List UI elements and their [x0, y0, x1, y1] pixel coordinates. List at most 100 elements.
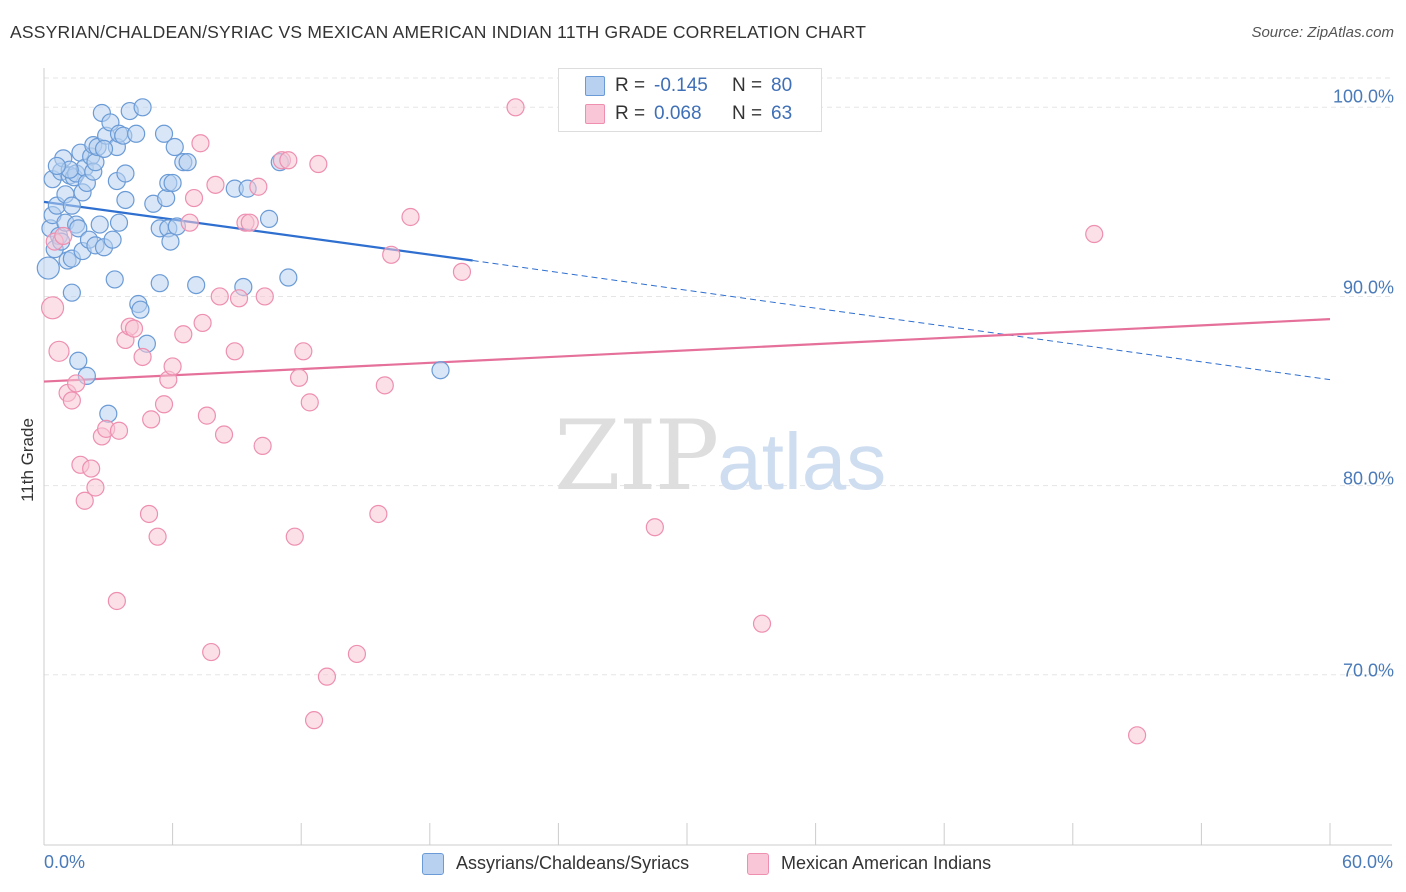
- point-pink-8: [75, 491, 94, 510]
- point-pink-29: [197, 406, 216, 425]
- point-pink-52: [375, 376, 394, 395]
- point-pink-13: [107, 591, 126, 611]
- point-blue-76: [94, 139, 114, 159]
- point-blue-66: [178, 153, 197, 172]
- point-pink-24: [163, 357, 182, 376]
- stats-row-blue: R = -0.145 N = 80: [559, 72, 821, 100]
- point-blue-0: [36, 256, 60, 280]
- point-blue-39: [99, 404, 118, 423]
- point-blue-16: [62, 283, 81, 302]
- trendline-pink: [43, 318, 1331, 383]
- point-blue-35: [90, 215, 109, 234]
- y-axis-label: 11th Grade: [18, 418, 37, 502]
- point-blue-20: [69, 351, 88, 370]
- point-pink-44: [289, 368, 309, 387]
- x-tick-label-max: 60.0%: [1341, 852, 1393, 872]
- point-pink-50: [347, 644, 367, 664]
- point-pink-5: [62, 391, 81, 410]
- point-blue-71: [259, 209, 279, 228]
- legend-label-pink: Mexican American Indians: [781, 853, 992, 873]
- point-pink-30: [202, 642, 221, 662]
- point-pink-59: [752, 614, 772, 633]
- point-pink-35: [229, 289, 249, 308]
- point-pink-43: [285, 527, 304, 546]
- trendline-blue: [43, 200, 473, 262]
- point-pink-25: [174, 325, 193, 344]
- point-pink-31: [206, 175, 225, 194]
- x-tick-label-min: 0.0%: [44, 852, 86, 872]
- y-tick-label-70: 70.0%: [1342, 660, 1394, 681]
- stats-row-pink: R = 0.068 N = 63: [559, 100, 821, 128]
- point-blue-15: [62, 196, 81, 215]
- legend-label-blue: Assyrians/Chaldeans/Syriacs: [456, 853, 690, 873]
- point-pink-54: [401, 207, 420, 227]
- point-pink-32: [210, 287, 229, 306]
- point-pink-62: [191, 134, 210, 153]
- point-blue-67: [187, 275, 206, 295]
- axis-layer: [43, 68, 1392, 846]
- point-pink-10: [86, 478, 105, 497]
- point-pink-9: [82, 459, 101, 478]
- point-pink-14: [109, 421, 129, 440]
- point-blue-53: [133, 98, 152, 117]
- point-pink-60: [1085, 224, 1104, 244]
- point-pink-0: [40, 296, 65, 320]
- point-pink-26: [180, 213, 199, 232]
- point-blue-50: [127, 124, 146, 143]
- y-tick-label-80: 80.0%: [1342, 468, 1394, 489]
- point-blue-45: [109, 213, 129, 232]
- point-blue-74: [431, 361, 450, 380]
- y-tick-label-90: 90.0%: [1342, 277, 1394, 298]
- stats-r-value-pink: 0.068: [654, 103, 702, 124]
- point-pink-17: [124, 319, 144, 338]
- point-blue-78: [47, 156, 66, 176]
- point-blue-59: [154, 124, 174, 143]
- grid-layer: [44, 77, 1392, 676]
- point-pink-47: [304, 711, 324, 730]
- stats-r-value-blue: -0.145: [654, 75, 708, 96]
- point-blue-79: [103, 230, 122, 249]
- point-pink-39: [253, 436, 272, 455]
- stats-r-label-pink: R =: [615, 103, 646, 124]
- stats-swatch-blue: [585, 76, 605, 96]
- point-pink-48: [309, 154, 328, 174]
- point-pink-38: [249, 177, 268, 196]
- stats-r-label-blue: R =: [615, 75, 646, 96]
- point-pink-55: [452, 262, 472, 281]
- legend-swatch-blue: [422, 853, 444, 875]
- point-pink-61: [1127, 726, 1147, 745]
- source-label: Source: ZipAtlas.com: [1251, 24, 1394, 41]
- point-blue-47: [116, 190, 135, 210]
- point-pink-42: [279, 151, 298, 170]
- stats-n-value-pink: 63: [771, 103, 793, 124]
- point-pink-19: [139, 504, 159, 524]
- point-pink-53: [382, 245, 401, 264]
- watermark-zip: ZIP: [554, 400, 719, 512]
- point-pink-46: [300, 393, 319, 412]
- watermark-atlas: atlas: [717, 417, 887, 506]
- point-pink-28: [193, 313, 212, 333]
- trendline-blue-extension: [472, 260, 1331, 381]
- point-pink-18: [133, 347, 152, 367]
- points-layer: [36, 98, 1147, 745]
- stats-swatch-pink: [585, 104, 605, 124]
- stats-n-label-blue: N =: [732, 75, 763, 96]
- point-blue-73: [279, 268, 298, 287]
- point-blue-56: [150, 274, 169, 293]
- point-blue-21: [69, 219, 88, 238]
- point-pink-22: [154, 395, 174, 414]
- y-tick-label-100: 100.0%: [1332, 86, 1394, 107]
- point-blue-41: [105, 270, 124, 289]
- point-blue-48: [116, 164, 135, 183]
- trend-layer: [43, 200, 1331, 383]
- point-pink-37: [240, 213, 259, 232]
- watermark: ZIPatlas: [554, 400, 886, 512]
- point-pink-3: [54, 226, 73, 246]
- point-pink-33: [214, 425, 234, 444]
- point-pink-34: [225, 342, 244, 361]
- stats-box: R = -0.145 N = 80 R = 0.068 N = 63: [558, 68, 822, 132]
- legend-swatch-pink: [747, 853, 769, 875]
- stats-n-value-blue: 80: [771, 75, 793, 96]
- point-blue-64: [165, 137, 184, 157]
